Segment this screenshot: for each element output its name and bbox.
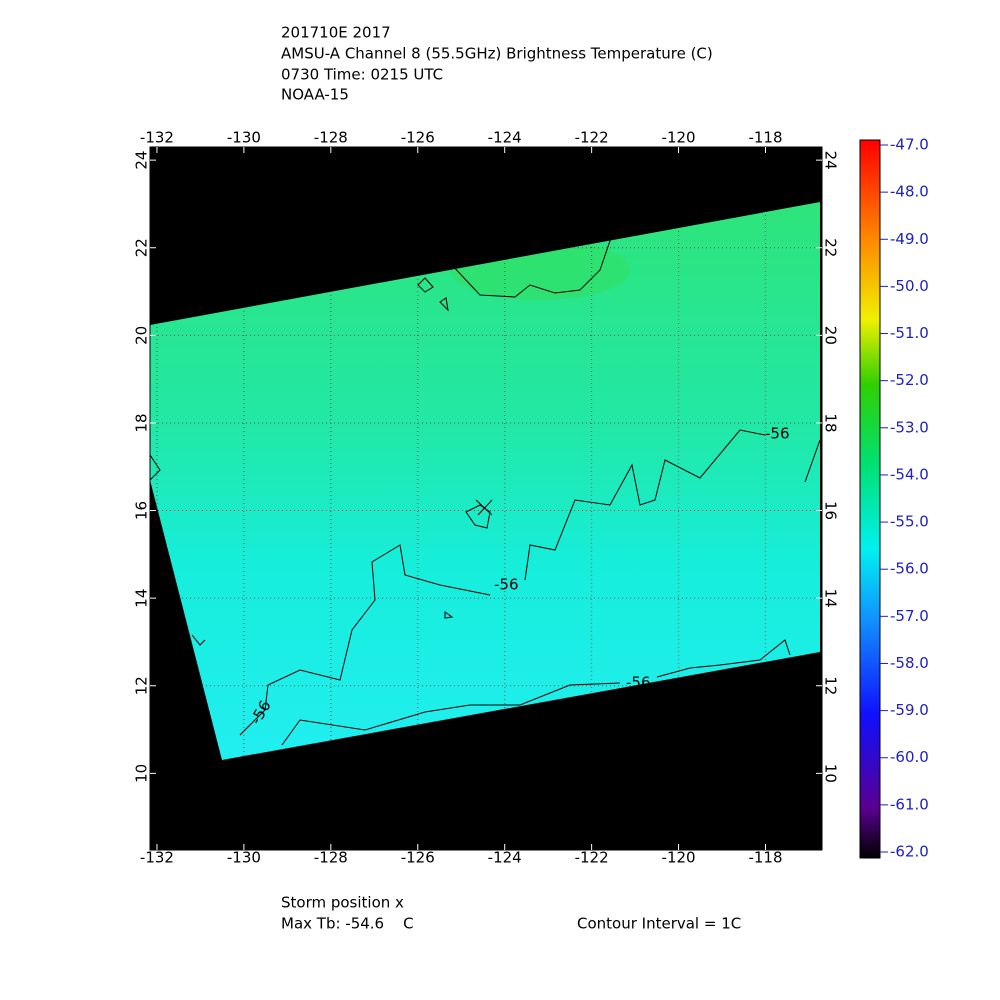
lat-tick-label: 16	[133, 501, 151, 520]
lon-tick-label: -130	[227, 129, 261, 147]
lat-tick-label: 14	[133, 589, 151, 608]
colorbar-tick-label: -51.0	[890, 324, 929, 342]
lat-tick-label: 10	[822, 764, 840, 783]
lon-tick-label: -132	[140, 849, 174, 867]
lat-tick-label: 16	[822, 501, 840, 520]
header-line: 0730 Time: 0215 UTC	[281, 66, 443, 84]
lat-tick-label: 12	[822, 676, 840, 695]
lat-tick-label: 12	[133, 676, 151, 695]
lon-tick-label: -126	[401, 849, 435, 867]
lon-tick-label: -128	[314, 129, 348, 147]
contour	[149, 454, 206, 646]
contour-label: -56	[494, 576, 519, 594]
lat-tick-label: 20	[133, 326, 151, 345]
colorbar-tick-label: -49.0	[890, 230, 929, 248]
lon-tick-label: -118	[748, 849, 782, 867]
lat-tick-label: 24	[822, 151, 840, 170]
swath	[150, 202, 820, 760]
lon-tick-label: -122	[575, 129, 609, 147]
colorbar-tick-label: -53.0	[890, 418, 929, 436]
footer-max-tb: Max Tb: -54.6 C	[281, 915, 414, 933]
contour-label: -56	[765, 425, 790, 443]
axes: -132 -132 -130 -130 -128 -128 -126 -126 -124 -124…	[133, 129, 929, 867]
header: 201710E 2017 AMSU-A Channel 8 (55.5GHz) …	[281, 24, 713, 104]
colorbar-tick-label: -61.0	[890, 795, 929, 813]
lat-tick-label: 22	[822, 238, 840, 257]
colorbar-tick-label: -56.0	[890, 560, 929, 578]
lon-tick-label: -132	[140, 129, 174, 147]
colorbar-tick-label: -58.0	[890, 654, 929, 672]
header-line: AMSU-A Channel 8 (55.5GHz) Brightness Te…	[281, 45, 713, 63]
lat-tick-label: 18	[822, 413, 840, 432]
contour-label: -56	[626, 674, 651, 692]
contour	[449, 234, 613, 298]
colorbar-tick-label: -62.0	[890, 843, 929, 861]
colorbar-tick-label: -54.0	[890, 465, 929, 483]
contour	[417, 277, 449, 312]
header-line: NOAA-15	[281, 86, 349, 104]
footer-interval: Contour Interval = 1C	[577, 915, 741, 933]
contour	[465, 499, 493, 529]
lat-tick-label: 22	[133, 238, 151, 257]
lat-tick-label: 24	[133, 151, 151, 170]
lon-tick-label: -130	[227, 849, 261, 867]
lon-tick-label: -124	[488, 849, 522, 867]
colorbar-tick-label: -52.0	[890, 371, 929, 389]
colorbar	[859, 139, 881, 859]
footer-storm: Storm position x	[281, 894, 404, 912]
colorbar-tick-label: -60.0	[890, 748, 929, 766]
colorbar-tick-label: -47.0	[890, 136, 929, 154]
lon-tick-label: -120	[662, 129, 696, 147]
header-line: 201710E 2017	[281, 24, 391, 42]
contour	[239, 429, 821, 746]
lon-tick-label: -124	[488, 129, 522, 147]
colorbar-tick-label: -59.0	[890, 701, 929, 719]
colorbar-tick-label: -55.0	[890, 513, 929, 531]
lat-tick-label: 10	[133, 764, 151, 783]
colorbar-tick-label: -50.0	[890, 277, 929, 295]
lon-tick-label: -126	[401, 129, 435, 147]
colorbar-tick-label: -48.0	[890, 183, 929, 201]
contours	[149, 234, 821, 746]
lat-tick-label: 14	[822, 589, 840, 608]
colorbar-tick-label: -57.0	[890, 607, 929, 625]
lon-tick-label: -118	[748, 129, 782, 147]
lat-tick-label: 20	[822, 326, 840, 345]
lon-tick-label: -128	[314, 849, 348, 867]
lat-tick-label: 18	[133, 413, 151, 432]
lon-tick-label: -122	[575, 849, 609, 867]
map-frame	[149, 146, 823, 851]
footer: Storm position x Max Tb: -54.6 C Contour…	[281, 894, 741, 933]
lon-tick-label: -120	[662, 849, 696, 867]
